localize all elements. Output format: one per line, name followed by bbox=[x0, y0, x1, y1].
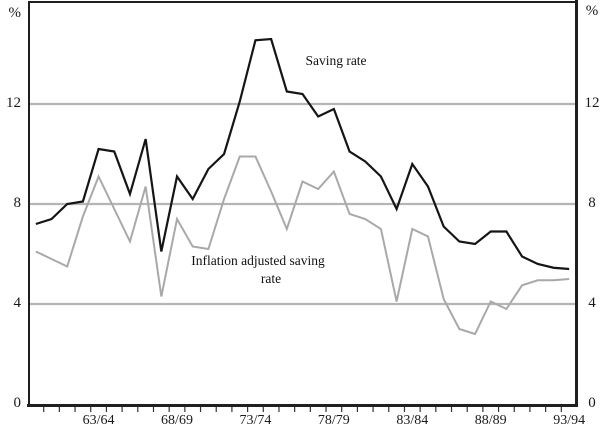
y-tick-label-left-4: 4 bbox=[13, 295, 22, 311]
y-axis-unit-right: % bbox=[585, 3, 599, 19]
y-tick-label-right-12: 12 bbox=[584, 95, 600, 111]
x-tick-label-73-74: 73/74 bbox=[239, 413, 272, 428]
y-tick-label-right-4: 4 bbox=[588, 295, 596, 311]
x-tick-label-78-79: 78/79 bbox=[317, 413, 350, 428]
saving-rate-line bbox=[35, 37, 570, 271]
saving-rate-label: Saving rate bbox=[305, 53, 367, 68]
y-tick-label-right-8: 8 bbox=[588, 195, 596, 211]
y-tick-label-left-12: 12 bbox=[6, 95, 21, 111]
y-axis-unit-left: % bbox=[8, 5, 22, 21]
inflation-adjusted-label-line1: Inflation adjusted saving bbox=[191, 253, 325, 268]
y-tick-label-right-0: 0 bbox=[588, 395, 596, 411]
x-tick-label-88-89: 88/89 bbox=[474, 413, 507, 428]
inflation-adjusted-label-line2: rate bbox=[260, 271, 282, 286]
y-tick-label-left-0: 0 bbox=[13, 395, 22, 411]
x-tick-label-93-94: 93/94 bbox=[553, 413, 586, 428]
y-tick-label-left-8: 8 bbox=[13, 195, 22, 211]
x-tick-label-68-69: 68/69 bbox=[161, 413, 193, 428]
x-tick-label-83-84: 83/84 bbox=[396, 413, 429, 428]
x-tick-label-63-64: 63/64 bbox=[82, 413, 115, 428]
inflation-adjusted-saving-rate-line bbox=[35, 155, 570, 336]
